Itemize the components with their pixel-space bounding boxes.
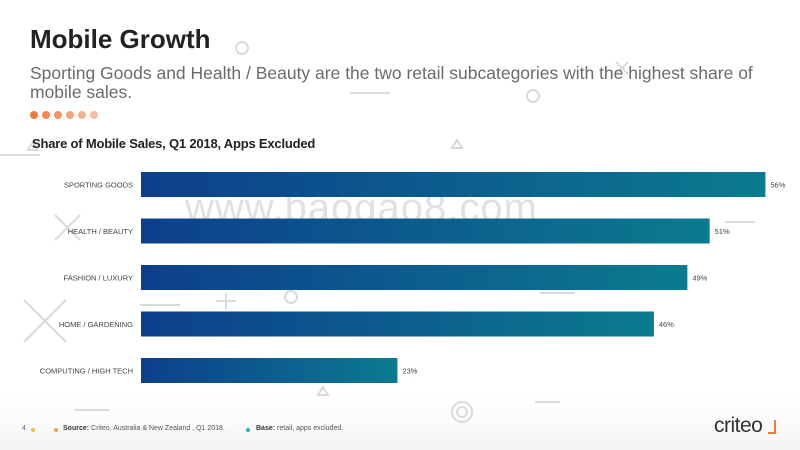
decorative-dots: [30, 111, 98, 119]
bar: [141, 265, 688, 290]
decorative-dot: [30, 111, 38, 119]
decorative-dot: [90, 111, 98, 119]
bar-chart: SPORTING GOODS 56% HEALTH / BEAUTY 51% FASHI…: [40, 172, 786, 383]
decorative-dot: [78, 111, 86, 119]
base-label: Base:: [256, 425, 276, 432]
value-label: 56%: [770, 181, 785, 190]
bar: [141, 358, 398, 383]
category-label: HEALTH / BEAUTY: [68, 227, 133, 236]
footer-source: Source: Criteo, Australia & New Zealand …: [63, 425, 225, 432]
bar: [141, 311, 654, 337]
decorative-dot: [42, 111, 50, 119]
criteo-logo: criteo: [714, 414, 763, 437]
slide-subtitle: Sporting Goods and Health / Beauty are t…: [30, 63, 753, 102]
footer-base: Base: retail, apps excluded.: [256, 425, 343, 432]
category-label: SPORTING GOODS: [64, 181, 133, 190]
logo-mark-icon: [768, 420, 776, 434]
page-number: 4: [22, 425, 26, 432]
bar: [141, 218, 710, 244]
page-dot: [31, 428, 35, 432]
category-label: HOME / GARDENING: [59, 320, 133, 329]
source-text: Criteo, Australia & New Zealand , Q1 201…: [91, 425, 225, 432]
chart-title: Share of Mobile Sales, Q1 2018, Apps Exc…: [32, 136, 316, 151]
base-text: retail, apps excluded.: [277, 425, 344, 432]
base-dot: [246, 428, 250, 432]
source-dot: [54, 428, 58, 432]
bar: [141, 172, 766, 197]
value-label: 46%: [659, 320, 674, 329]
value-label: 23%: [402, 367, 417, 376]
decorative-dot: [54, 111, 62, 119]
category-label: COMPUTING / HIGH TECH: [40, 367, 133, 376]
slide-title: Mobile Growth: [30, 24, 211, 54]
value-label: 51%: [715, 227, 730, 236]
decorative-dot: [66, 111, 74, 119]
category-label: FASHION / LUXURY: [64, 274, 133, 283]
value-label: 49%: [692, 274, 707, 283]
source-label: Source:: [63, 425, 90, 432]
